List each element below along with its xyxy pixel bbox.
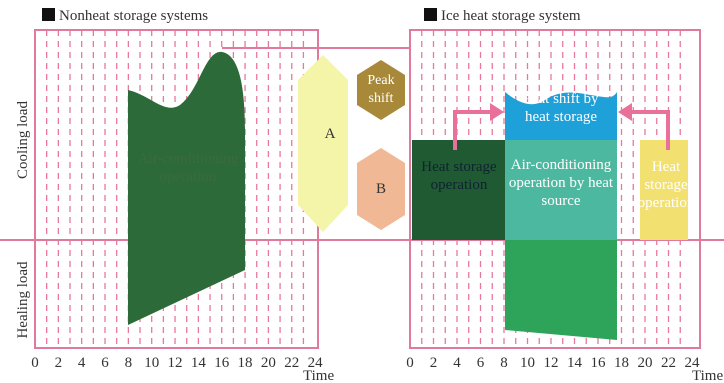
hex-b-label: B [376, 181, 386, 197]
storage-right-block [640, 140, 688, 240]
hex-peak [357, 60, 405, 120]
x-tick-label: 2 [55, 355, 63, 371]
storage-left-block [412, 140, 505, 240]
x-tick-label: 22 [661, 355, 676, 371]
left-title: Nonheat storage systems [59, 8, 208, 24]
x-tick-label: 16 [591, 355, 607, 371]
heat-area [505, 240, 617, 340]
source-label: Air-conditioning operation by heat sourc… [508, 157, 614, 209]
peak-block [505, 92, 617, 140]
x-tick-label: 10 [520, 355, 535, 371]
x-tick-label: 14 [567, 355, 583, 371]
x-tick-label: 2 [430, 355, 438, 371]
x-tick-label: 20 [261, 355, 276, 371]
arrow-left [453, 110, 492, 150]
peak-label: Peat shift by heat storage [523, 91, 599, 125]
title-marker [42, 8, 55, 21]
x-label: Time [692, 368, 723, 383]
y-label: Healing load [15, 261, 31, 339]
peak-shift-label: Peak shift [367, 73, 395, 106]
x-tick-label: 6 [477, 355, 485, 371]
x-tick-label: 14 [191, 355, 207, 371]
x-tick-label: 4 [453, 355, 461, 371]
x-tick-label: 0 [406, 355, 414, 371]
x-tick-label: 16 [214, 355, 230, 371]
storage-right-label: Heat storage operation [637, 159, 695, 211]
hex-a [298, 55, 348, 232]
right-frame [409, 29, 701, 349]
title-marker [424, 8, 437, 21]
arrow-right [630, 110, 670, 150]
arrow-left-head [490, 103, 504, 121]
x-tick-label: 12 [544, 355, 559, 371]
source-block [505, 140, 617, 240]
x-tick-label: 6 [101, 355, 109, 371]
x-tick-label: 10 [144, 355, 159, 371]
x-tick-label: 8 [125, 355, 133, 371]
ac-label: Air-conditioning operation [137, 151, 239, 185]
x-label: Time [303, 368, 334, 383]
hex-b [357, 148, 405, 230]
x-tick-label: 8 [500, 355, 508, 371]
x-tick-label: 0 [31, 355, 39, 371]
right-title: Ice heat storage system [441, 8, 581, 24]
x-tick-label: 24 [685, 355, 701, 371]
x-tick-label: 12 [168, 355, 183, 371]
x-tick-label: 24 [308, 355, 324, 371]
y-label: Cooling load [15, 101, 31, 179]
storage-left-label: Heat storage operation [421, 159, 497, 193]
x-tick-label: 18 [238, 355, 253, 371]
x-tick-label: 22 [284, 355, 299, 371]
x-tick-label: 4 [78, 355, 86, 371]
arrow-right-head [618, 103, 632, 121]
x-tick-label: 18 [614, 355, 629, 371]
hex-a-label: A [325, 126, 336, 142]
ac-area [128, 51, 245, 325]
x-tick-label: 20 [638, 355, 653, 371]
